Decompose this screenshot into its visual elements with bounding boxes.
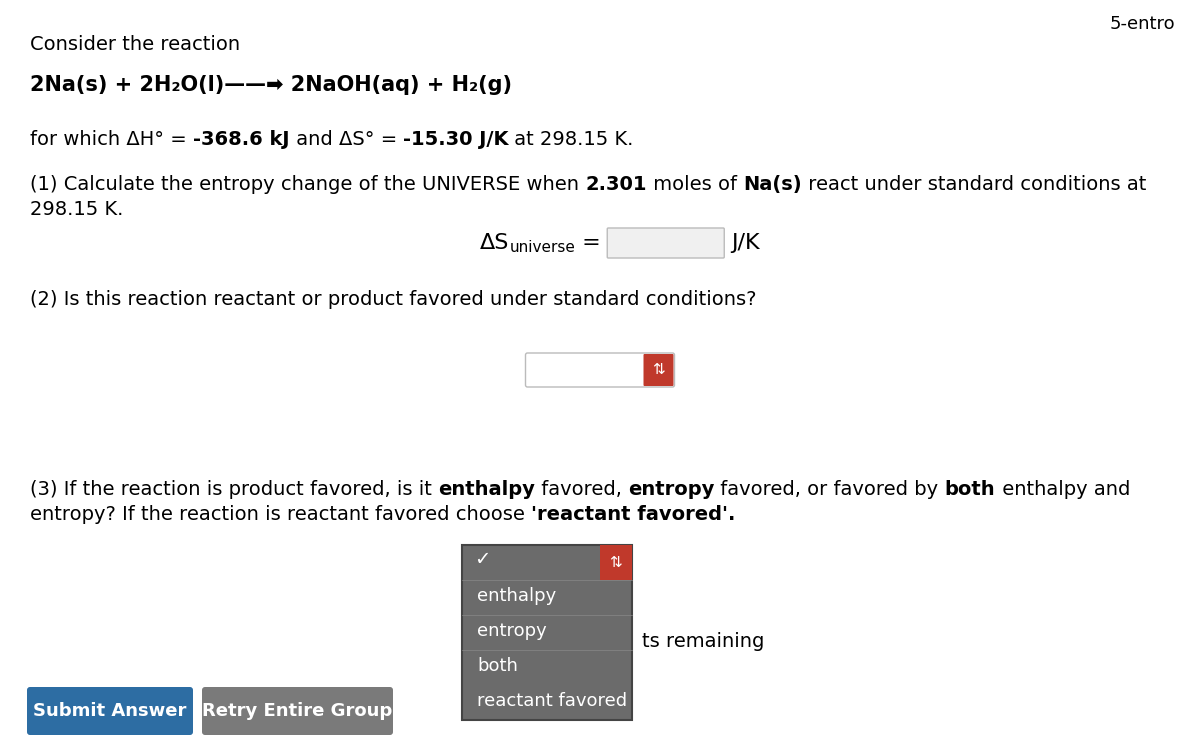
Text: entropy: entropy — [478, 622, 547, 640]
FancyBboxPatch shape — [607, 228, 725, 258]
FancyBboxPatch shape — [462, 545, 632, 720]
Text: J/K: J/K — [731, 233, 760, 253]
FancyBboxPatch shape — [600, 545, 632, 580]
Text: for which ΔH° =: for which ΔH° = — [30, 130, 193, 149]
Text: ⇅: ⇅ — [610, 555, 623, 570]
FancyBboxPatch shape — [202, 687, 394, 735]
FancyBboxPatch shape — [526, 353, 674, 387]
Text: -15.30 J/K: -15.30 J/K — [403, 130, 509, 149]
Text: and ΔS° =: and ΔS° = — [289, 130, 403, 149]
Text: Submit Answer: Submit Answer — [34, 702, 187, 720]
Text: react under standard conditions at: react under standard conditions at — [802, 175, 1146, 194]
Text: =: = — [575, 233, 608, 253]
Text: (3) If the reaction is product favored, is it: (3) If the reaction is product favored, … — [30, 480, 438, 499]
Text: entropy: entropy — [628, 480, 714, 499]
FancyBboxPatch shape — [643, 354, 673, 386]
Text: 2Na(s) + 2H₂O(l)——➡ 2NaOH(aq) + H₂(g): 2Na(s) + 2H₂O(l)——➡ 2NaOH(aq) + H₂(g) — [30, 75, 512, 95]
Text: Na(s): Na(s) — [743, 175, 802, 194]
Text: 5-entro: 5-entro — [1109, 15, 1175, 33]
Text: ⇅: ⇅ — [652, 363, 665, 378]
Text: ΔS: ΔS — [480, 233, 510, 253]
Text: enthalpy: enthalpy — [478, 587, 557, 605]
Text: at 298.15 K.: at 298.15 K. — [509, 130, 634, 149]
Text: ts remaining: ts remaining — [642, 632, 764, 651]
Text: ✓: ✓ — [474, 550, 491, 569]
Text: enthalpy and: enthalpy and — [996, 480, 1130, 499]
Text: (1) Calculate the entropy change of the UNIVERSE when: (1) Calculate the entropy change of the … — [30, 175, 586, 194]
Text: universe: universe — [510, 240, 575, 255]
Text: enthalpy: enthalpy — [438, 480, 535, 499]
Text: entropy? If the reaction is reactant favored choose: entropy? If the reaction is reactant fav… — [30, 505, 532, 524]
Text: both: both — [944, 480, 996, 499]
Text: 'reactant favored'.: 'reactant favored'. — [532, 505, 736, 524]
FancyBboxPatch shape — [28, 687, 193, 735]
Text: moles of: moles of — [647, 175, 743, 194]
Text: Retry Entire Group: Retry Entire Group — [203, 702, 392, 720]
Text: both: both — [478, 657, 518, 675]
Text: (2) Is this reaction reactant or product favored under standard conditions?: (2) Is this reaction reactant or product… — [30, 290, 756, 309]
Text: reactant favored: reactant favored — [478, 692, 628, 710]
Text: favored, or favored by: favored, or favored by — [714, 480, 944, 499]
Text: -368.6 kJ: -368.6 kJ — [193, 130, 289, 149]
Text: 2.301: 2.301 — [586, 175, 647, 194]
Text: favored,: favored, — [535, 480, 628, 499]
Text: 298.15 K.: 298.15 K. — [30, 200, 124, 219]
Text: Consider the reaction: Consider the reaction — [30, 35, 240, 54]
